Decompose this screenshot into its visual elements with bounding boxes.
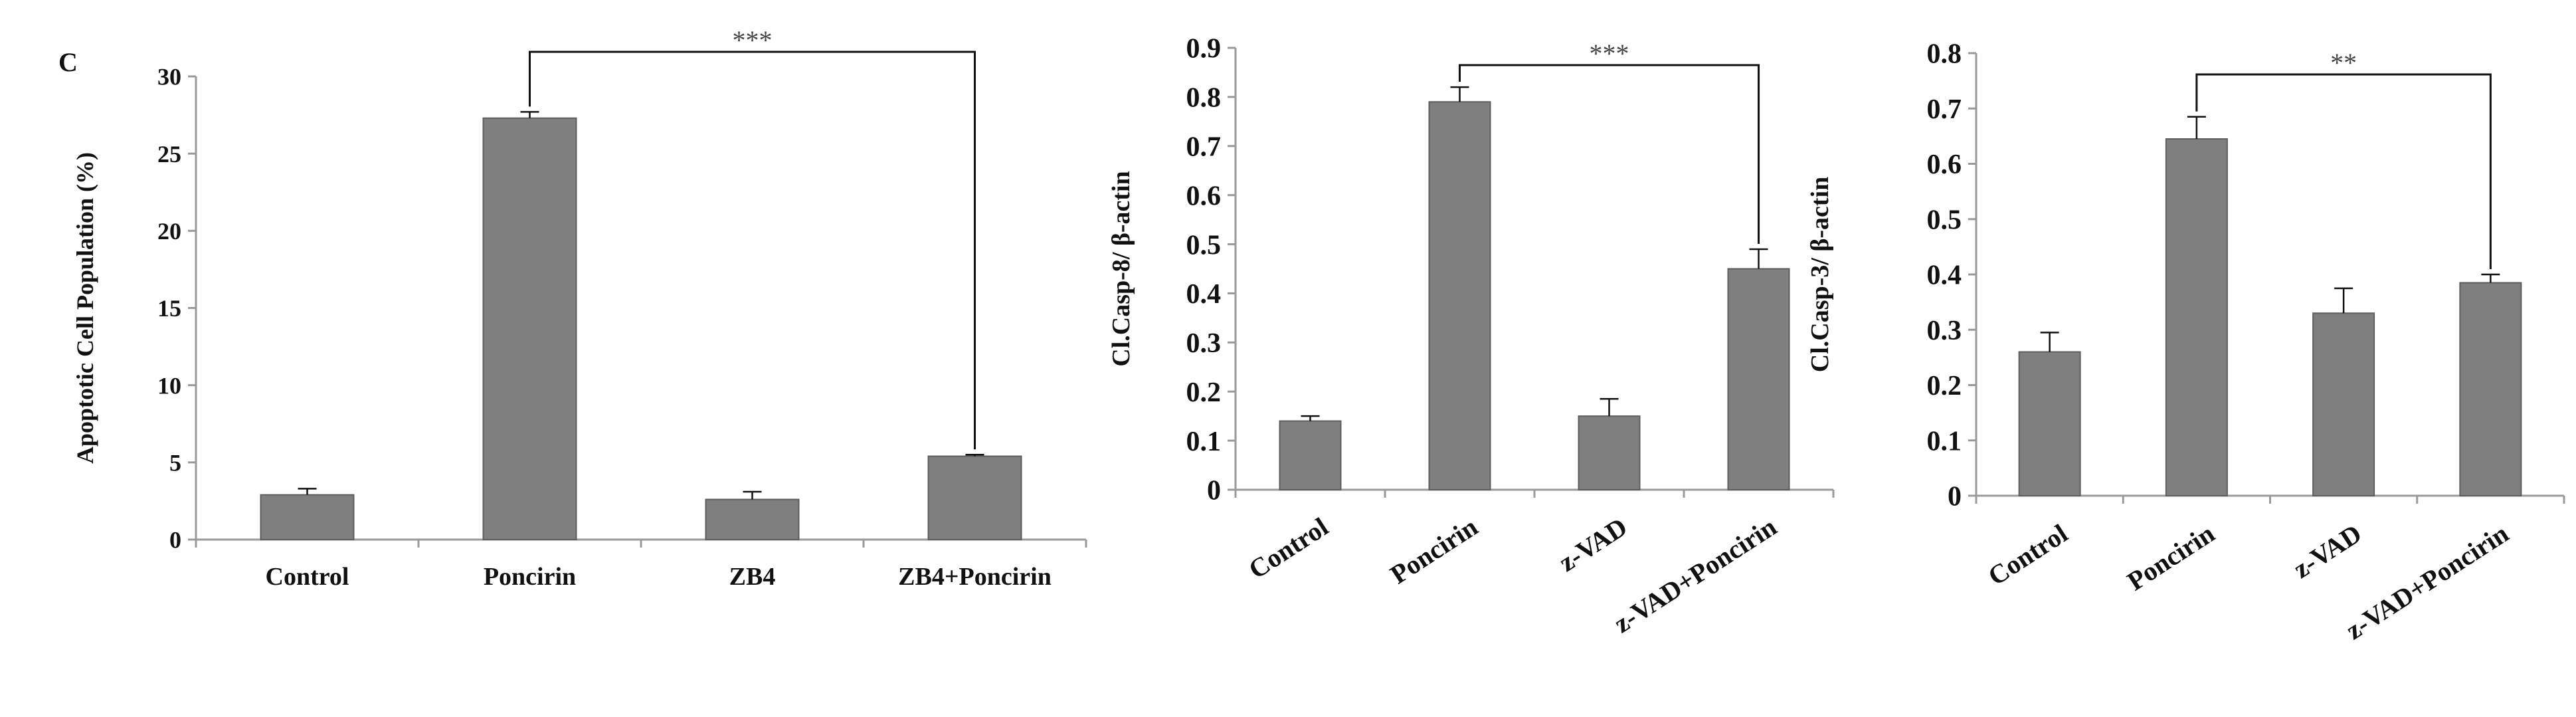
x-tick-label: Poncirin — [1385, 512, 1483, 590]
y-tick-label: 0.4 — [1927, 260, 1962, 291]
x-tick-label: Poncirin — [2122, 518, 2220, 597]
bar — [2165, 138, 2228, 497]
x-tick-label: Poncirin — [484, 563, 576, 591]
bar — [2459, 282, 2522, 496]
x-tick-label: z-VAD+Poncirin — [2340, 518, 2514, 645]
x-tick-label: z-VAD — [2288, 518, 2367, 584]
y-tick-label: 0.8 — [1186, 83, 1222, 114]
x-tick-label: Control — [1983, 518, 2073, 591]
significance-bracket — [529, 51, 976, 450]
bar — [2018, 351, 2081, 496]
bar — [482, 117, 577, 541]
x-tick-label: ZB4 — [729, 563, 776, 591]
bar — [2312, 312, 2375, 496]
y-tick-label: 0.9 — [1186, 34, 1222, 64]
bar — [927, 455, 1022, 540]
y-tick-label: 0.4 — [1186, 279, 1222, 310]
x-tick-label: ZB4+Poncirin — [898, 563, 1052, 591]
y-tick-label: 0.5 — [1927, 205, 1962, 235]
y-tick-label: 20 — [157, 218, 181, 245]
y-tick-label: 0.3 — [1186, 328, 1222, 359]
y-tick-label: 0.6 — [1186, 181, 1222, 211]
bar — [1428, 101, 1491, 490]
bar — [1279, 420, 1342, 490]
bar — [1727, 268, 1790, 490]
y-axis-label: Cl.Casp-3/ β-actin — [1806, 177, 1834, 372]
y-tick-label: 25 — [157, 141, 181, 167]
y-tick-label: 0 — [1948, 482, 1962, 512]
bar — [260, 494, 355, 541]
y-tick-label: 0.1 — [1186, 427, 1222, 457]
y-axis-label: Cl.Casp-8/ β-actin — [1107, 171, 1135, 366]
y-tick-label: 10 — [157, 372, 181, 399]
y-tick-label: 0.5 — [1186, 230, 1222, 260]
x-tick-label: z-VAD — [1553, 512, 1632, 577]
y-tick-label: 0.2 — [1186, 377, 1222, 408]
significance-bracket — [1459, 64, 1760, 244]
y-tick-label: 0.2 — [1927, 371, 1962, 401]
y-tick-label: 0.7 — [1927, 94, 1962, 125]
bar — [1578, 415, 1641, 491]
y-tick-label: 0.1 — [1927, 426, 1962, 457]
y-tick-label: 30 — [157, 64, 181, 90]
y-tick-label: 0 — [169, 527, 181, 554]
significance-label: *** — [1590, 39, 1629, 68]
y-tick-label: 15 — [157, 295, 181, 322]
significance-label: *** — [733, 25, 773, 55]
significance-bracket — [2195, 73, 2492, 269]
y-tick-label: 0.7 — [1186, 132, 1222, 162]
panel-label: C — [58, 47, 78, 77]
y-tick-label: 0.3 — [1927, 316, 1962, 346]
y-tick-label: 0 — [1207, 476, 1221, 506]
y-tick-label: 0.6 — [1927, 150, 1962, 180]
x-tick-label: Control — [266, 563, 349, 591]
y-tick-label: 5 — [169, 449, 181, 476]
x-tick-label: Control — [1243, 512, 1334, 585]
bar — [705, 498, 800, 540]
y-axis-label: Apoptotic Cell Population (%) — [72, 152, 98, 464]
y-tick-label: 0.8 — [1927, 39, 1962, 70]
x-tick-label: z-VAD+Poncirin — [1608, 512, 1782, 639]
significance-label: ** — [2330, 48, 2357, 78]
